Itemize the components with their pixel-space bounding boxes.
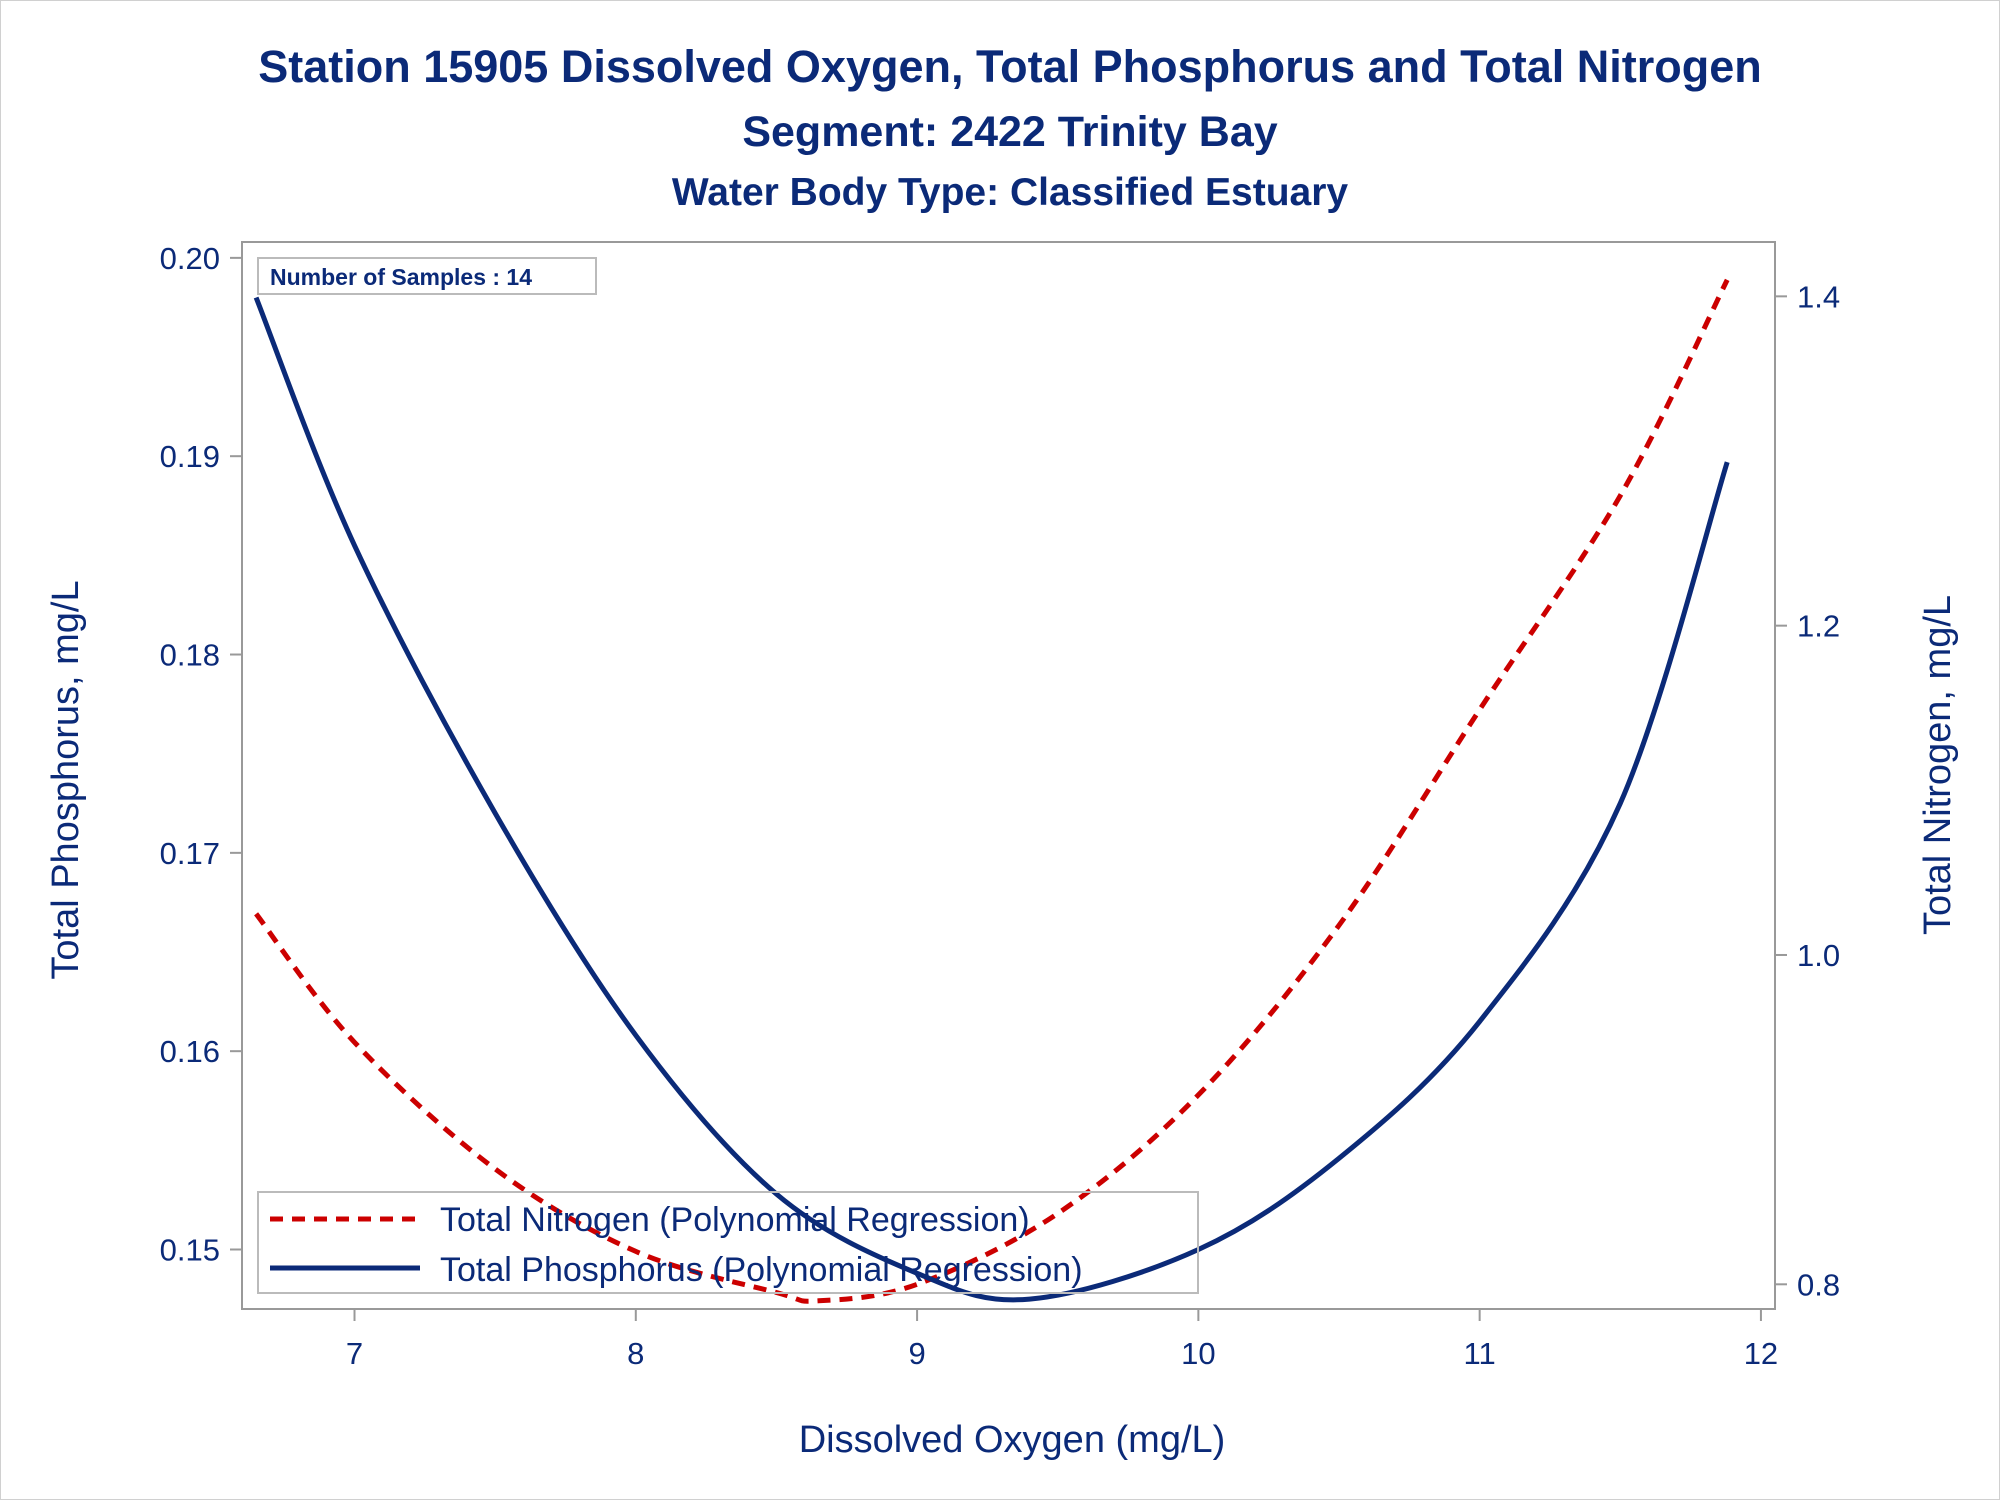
chart-subtitle: Segment: 2422 Trinity Bay	[742, 108, 1277, 156]
chart-title: Station 15905 Dissolved Oxygen, Total Ph…	[258, 41, 1762, 92]
y-tick-label: 0.18	[160, 638, 220, 673]
legend-label-phosphorus: Total Phosphorus (Polynomial Regression)	[440, 1251, 1083, 1289]
legend: Total Nitrogen (Polynomial Regression) T…	[257, 1191, 1199, 1294]
samples-annotation-text: Number of Samples : 14	[270, 264, 532, 290]
x-tick-label: 10	[1181, 1336, 1215, 1371]
y-tick-label: 0.20	[160, 241, 220, 276]
x-axis: 7 8 9 10 11 12	[346, 1309, 1778, 1371]
x-tick-label: 12	[1744, 1336, 1778, 1371]
y-axis-left: 0.15 0.16 0.17 0.18 0.19 0.20	[160, 241, 242, 1268]
series-line-total-nitrogen	[254, 278, 1730, 1304]
y2-axis-label: Total Nitrogen, mg/L	[1917, 595, 1959, 935]
y2-tick-label: 0.8	[1797, 1267, 1840, 1302]
samples-annotation: Number of Samples : 14	[257, 257, 597, 295]
y-tick-label: 0.16	[160, 1034, 220, 1069]
y2-tick-label: 1.2	[1797, 609, 1840, 644]
x-axis-label: Dissolved Oxygen (mg/L)	[799, 1419, 1226, 1461]
y-tick-label: 0.19	[160, 439, 220, 474]
y2-tick-label: 1.0	[1797, 938, 1840, 973]
plot-area	[241, 241, 1776, 1310]
y-tick-label: 0.17	[160, 836, 220, 871]
x-tick-label: 9	[908, 1336, 925, 1371]
legend-label-nitrogen: Total Nitrogen (Polynomial Regression)	[440, 1201, 1030, 1239]
series-layer	[253, 278, 1730, 1304]
chart-subtitle-2: Water Body Type: Classified Estuary	[672, 171, 1348, 214]
x-tick-label: 7	[346, 1336, 363, 1371]
y-tick-label: 0.15	[160, 1233, 220, 1268]
y-axis-right: 0.8 1.0 1.2 1.4	[1775, 279, 1840, 1302]
x-tick-label: 8	[627, 1336, 644, 1371]
legend-box	[257, 1191, 1199, 1294]
x-tick-label: 11	[1464, 1336, 1496, 1371]
y-axis-label: Total Phosphorus, mg/L	[45, 580, 87, 979]
series-line-total-phosphorus	[253, 296, 1730, 1303]
y2-tick-label: 1.4	[1797, 279, 1840, 314]
